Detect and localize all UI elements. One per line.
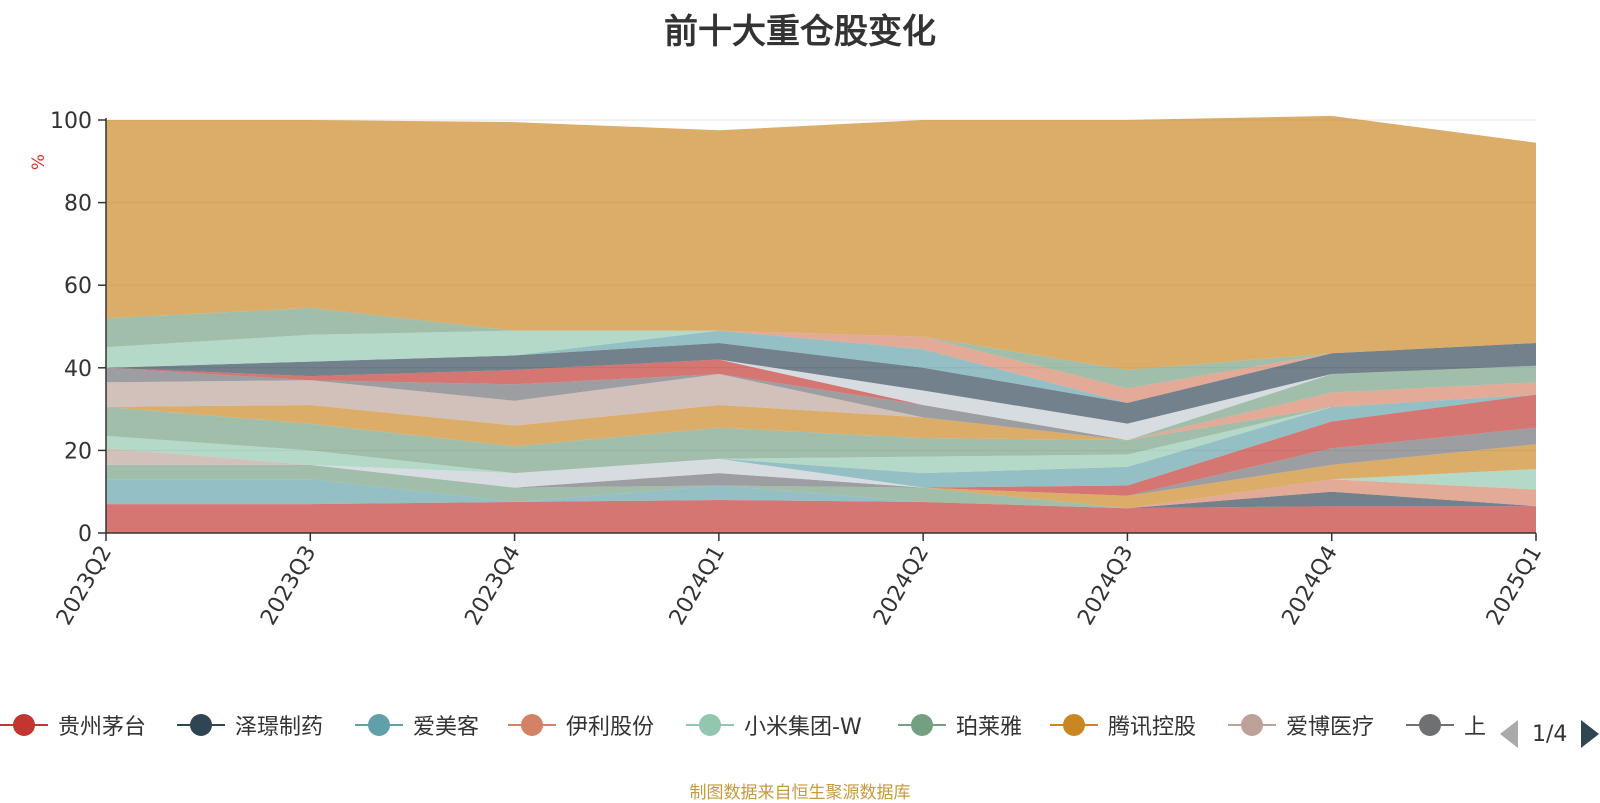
- legend-item-7[interactable]: 腾讯控股: [1050, 710, 1196, 740]
- legend-item-label: 泽璟制药: [235, 715, 324, 740]
- area-series-27: [106, 115, 1536, 370]
- y-tick-label-60: 60: [64, 274, 92, 299]
- x-tick-label-2024Q3: 2024Q3: [1073, 542, 1138, 630]
- legend-marker-icon: [1050, 713, 1098, 737]
- area-series-25: [106, 330, 1536, 403]
- legend-marker-icon: [0, 713, 48, 737]
- legend-marker-icon: [898, 713, 946, 737]
- area-series-21: [106, 359, 1536, 441]
- area-series-18: [106, 367, 1536, 441]
- x-tick-label-2023Q2: 2023Q2: [52, 542, 117, 630]
- area-series-11: [106, 394, 1536, 496]
- legend-page-indicator: 1/4: [1532, 721, 1568, 747]
- area-series-14: [106, 394, 1536, 474]
- stacked-area-chart: 0 20 40 60 80 100 2023Q2 2023Q3 2023Q4 2024Q1 2024…: [29, 109, 1547, 630]
- y-tick-label-20: 20: [64, 439, 92, 464]
- legend-item-1[interactable]: 贵州茅台: [0, 710, 146, 740]
- area-series-6: [106, 464, 1536, 509]
- legend-item-label: 珀莱雅: [956, 715, 1023, 740]
- area-series-10: [106, 427, 1536, 496]
- area-series-20: [106, 359, 1536, 441]
- area-series-group: [106, 115, 1536, 533]
- area-series-12: [106, 394, 1536, 488]
- legend-item-9[interactable]: 上: [1406, 710, 1486, 740]
- legend-item-6[interactable]: 珀莱雅: [898, 710, 1022, 740]
- legend-item-2[interactable]: 泽璟制药: [177, 710, 323, 740]
- x-tick-label-2024Q4: 2024Q4: [1278, 542, 1343, 630]
- legend-next-page-icon[interactable]: [1581, 720, 1600, 748]
- data-source-note: 制图数据来自恒生聚源数据库: [689, 783, 911, 803]
- legend-item-8[interactable]: 爱博医疗: [1228, 710, 1374, 740]
- legend-item-5[interactable]: 小米集团-W: [686, 710, 862, 740]
- area-series-24: [106, 330, 1536, 403]
- legend-marker-icon: [177, 713, 225, 737]
- legend-marker-icon: [508, 713, 556, 737]
- area-series-15: [106, 382, 1536, 447]
- legend-item-label: 小米集团-W: [744, 715, 862, 740]
- area-series-23: [106, 330, 1536, 403]
- legend-item-label: 爱美客: [413, 715, 480, 740]
- legend-item-label: 贵州茅台: [58, 715, 147, 740]
- legend-marker-icon: [686, 713, 734, 737]
- x-tick-label-2024Q2: 2024Q2: [869, 542, 934, 630]
- area-series-4: [106, 479, 1536, 509]
- legend-marker-icon: [355, 713, 403, 737]
- area-series-1: [106, 500, 1536, 533]
- area-series-16: [106, 382, 1536, 447]
- x-tick-label-2023Q3: 2023Q3: [256, 542, 321, 630]
- y-tick-label-80: 80: [64, 192, 92, 217]
- legend-pager: 1/4: [1500, 717, 1600, 751]
- x-tick-label-2023Q4: 2023Q4: [460, 542, 525, 630]
- legend-item-3[interactable]: 爱美客: [355, 710, 479, 740]
- area-series-9: [106, 427, 1536, 496]
- area-series-26: [106, 307, 1536, 389]
- y-axis-unit-label: %: [29, 154, 49, 170]
- area-series-19: [106, 365, 1536, 441]
- area-series-2: [106, 491, 1536, 509]
- legend-item-label: 伊利股份: [566, 715, 655, 740]
- y-tick-label-40: 40: [64, 357, 92, 382]
- y-tick-label-100: 100: [50, 109, 92, 134]
- area-series-7: [106, 444, 1536, 509]
- legend-item-4[interactable]: 伊利股份: [508, 710, 654, 740]
- legend-item-label: 腾讯控股: [1108, 715, 1197, 740]
- x-tick-label-2024Q1: 2024Q1: [665, 542, 730, 630]
- x-tick-label-2025Q1: 2025Q1: [1482, 542, 1547, 630]
- area-series-22: [106, 343, 1536, 424]
- area-series-17: [106, 374, 1536, 441]
- legend-prev-page-icon[interactable]: [1500, 720, 1518, 748]
- y-tick-label-0: 0: [78, 522, 92, 547]
- legend-marker-icon: [1406, 713, 1454, 737]
- chart-title: 前十大重仓股变化: [664, 12, 936, 52]
- chart-legend: 贵州茅台 泽璟制药 爱美客 伊利股份 小米集团-W 珀莱雅 腾讯控股 爱博医疗 上: [0, 710, 1600, 740]
- legend-marker-icon: [1228, 713, 1276, 737]
- legend-item-label: 上: [1464, 715, 1487, 740]
- legend-item-label: 爱博医疗: [1286, 715, 1375, 740]
